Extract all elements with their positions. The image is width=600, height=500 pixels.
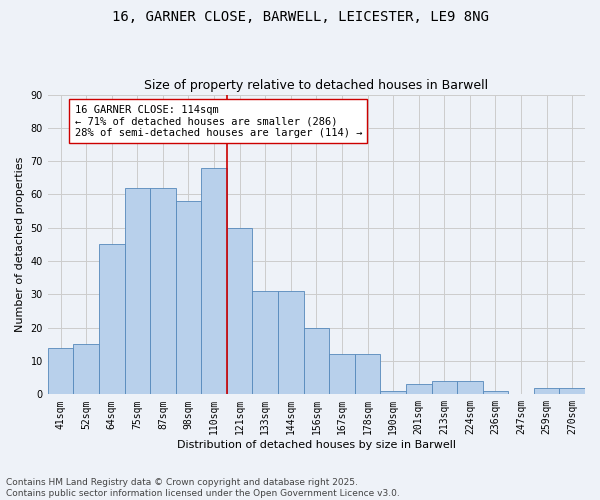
Bar xyxy=(329,354,355,395)
Bar xyxy=(406,384,431,394)
Bar xyxy=(304,328,329,394)
Text: 16 GARNER CLOSE: 114sqm
← 71% of detached houses are smaller (286)
28% of semi-d: 16 GARNER CLOSE: 114sqm ← 71% of detache… xyxy=(74,104,362,138)
Bar xyxy=(125,188,150,394)
Y-axis label: Number of detached properties: Number of detached properties xyxy=(15,157,25,332)
Title: Size of property relative to detached houses in Barwell: Size of property relative to detached ho… xyxy=(145,79,488,92)
Bar xyxy=(482,391,508,394)
Bar xyxy=(534,388,559,394)
Bar xyxy=(355,354,380,395)
Bar xyxy=(253,291,278,395)
Bar xyxy=(227,228,253,394)
Bar xyxy=(99,244,125,394)
Bar xyxy=(176,201,201,394)
Text: Contains HM Land Registry data © Crown copyright and database right 2025.
Contai: Contains HM Land Registry data © Crown c… xyxy=(6,478,400,498)
Bar xyxy=(150,188,176,394)
Bar xyxy=(431,381,457,394)
Bar xyxy=(380,391,406,394)
Bar xyxy=(559,388,585,394)
X-axis label: Distribution of detached houses by size in Barwell: Distribution of detached houses by size … xyxy=(177,440,456,450)
Bar xyxy=(48,348,73,395)
Bar xyxy=(73,344,99,395)
Bar xyxy=(457,381,482,394)
Bar xyxy=(201,168,227,394)
Text: 16, GARNER CLOSE, BARWELL, LEICESTER, LE9 8NG: 16, GARNER CLOSE, BARWELL, LEICESTER, LE… xyxy=(112,10,488,24)
Bar xyxy=(278,291,304,395)
